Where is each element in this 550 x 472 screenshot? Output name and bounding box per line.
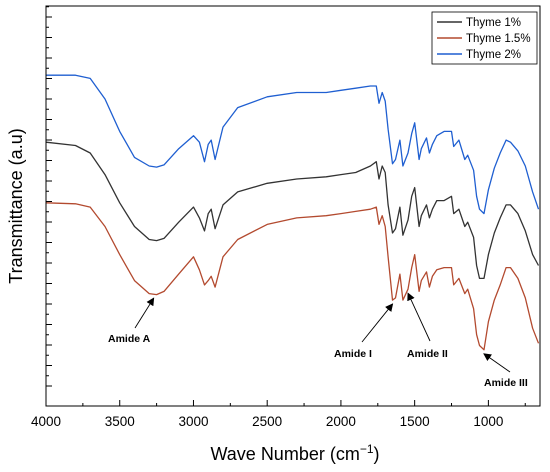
series-line-1	[45, 202, 540, 351]
x-axis-title-sup: −1	[360, 442, 374, 456]
annotation-label-0: Amide A	[108, 333, 151, 345]
annotation-arrow-3	[483, 353, 511, 373]
x-tick-label-1: 3500	[105, 414, 135, 429]
legend-label-1: Thyme 1.5%	[466, 33, 531, 45]
series-line-2	[46, 74, 540, 215]
annotations: Amide A Amide I Amide II Amide III	[108, 292, 528, 389]
annotation-label-2: Amide II	[407, 348, 448, 360]
x-axis-title-close: )	[374, 444, 380, 464]
annotation-label-1: Amide I	[334, 348, 372, 360]
annotation-label-3: Amide III	[484, 377, 528, 389]
series-line-0	[45, 141, 540, 280]
x-tick-label-2: 3000	[178, 414, 208, 429]
annotation-arrow-1	[361, 303, 394, 343]
x-tick-label-0: 4000	[31, 414, 61, 429]
x-tick-label-5: 1500	[400, 414, 430, 429]
y-axis	[46, 6, 52, 387]
x-axis: 4000 3500 3000 2500 2000 1500 1000	[31, 400, 526, 429]
y-axis-title: Transmittance (a.u)	[6, 128, 26, 283]
annotation-arrow-0	[134, 297, 155, 329]
x-tick-label-3: 2500	[252, 414, 282, 429]
legend-label-0: Thyme 1%	[466, 17, 521, 29]
annotation-arrow-2	[407, 292, 431, 342]
legend-label-2: Thyme 2%	[466, 49, 521, 61]
plot-border	[45, 5, 541, 407]
x-tick-label-4: 2000	[326, 414, 356, 429]
x-axis-title: Wave Number (cm−1)	[210, 442, 379, 464]
series-layer	[45, 74, 540, 351]
legend: Thyme 1% Thyme 1.5% Thyme 2%	[431, 11, 538, 65]
plot-frame	[45, 5, 541, 407]
x-tick-label-6: 1000	[473, 414, 503, 429]
